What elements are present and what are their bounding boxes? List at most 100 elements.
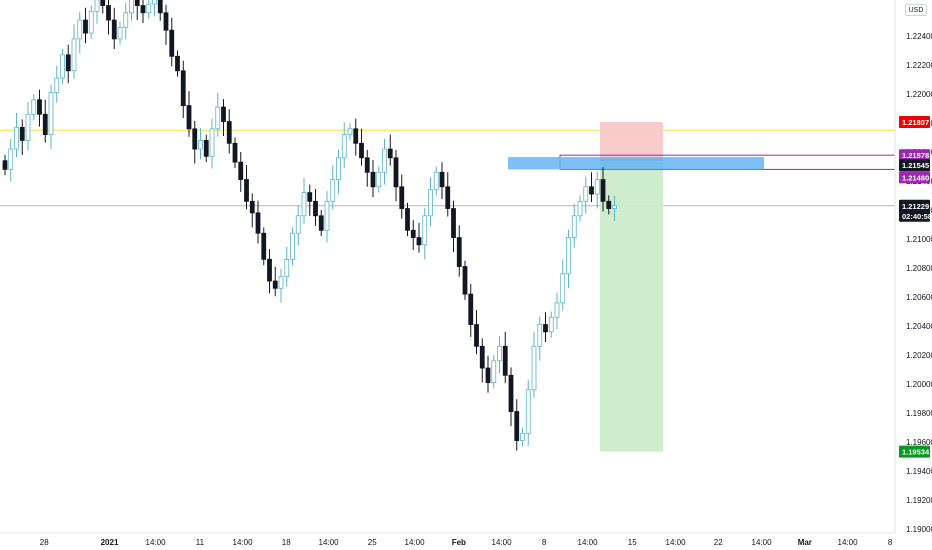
stop-loss-area bbox=[600, 121, 663, 160]
price-axis[interactable]: 1.224001.222001.220001.218001.216001.214… bbox=[894, 0, 932, 534]
candle-body bbox=[88, 10, 94, 34]
candle-body bbox=[445, 186, 451, 209]
candle-body bbox=[560, 273, 566, 304]
price-axis-label: 1.22000 bbox=[906, 90, 932, 99]
time-axis-label: 25 bbox=[368, 538, 377, 547]
candle-body bbox=[485, 367, 491, 383]
candle-body bbox=[399, 186, 405, 209]
lower-zone-tag-bg bbox=[899, 171, 930, 184]
candle-body bbox=[278, 276, 284, 289]
candle-body bbox=[456, 237, 462, 267]
candle-body bbox=[25, 113, 31, 141]
time-axis[interactable]: 28 2021 14:00 11 14:00 18 14:00 25 14:00 Feb 14:00… bbox=[0, 532, 895, 547]
candle-body bbox=[267, 258, 272, 282]
candle-body bbox=[566, 237, 571, 275]
candle-body bbox=[508, 374, 514, 412]
upper-zone-tag-bg bbox=[899, 149, 930, 162]
time-axis-label: 8 bbox=[888, 538, 893, 547]
candlesticks bbox=[2, 0, 617, 451]
candle-body bbox=[468, 293, 474, 325]
price-axis-label: 1.19200 bbox=[906, 496, 932, 505]
currency-button[interactable]: USD bbox=[905, 4, 927, 16]
candle-body bbox=[393, 157, 399, 188]
candle-body bbox=[175, 55, 180, 72]
time-axis-label: 14:00 bbox=[838, 538, 859, 547]
candle-body bbox=[301, 192, 307, 217]
candle-body bbox=[543, 324, 548, 333]
price-axis-label: 1.19400 bbox=[906, 467, 932, 476]
countdown-tag: 02:40:58 bbox=[902, 212, 932, 221]
price-axis-label: 1.22200 bbox=[906, 61, 932, 70]
candle-body bbox=[479, 345, 485, 369]
price-axis-label: 1.20800 bbox=[906, 264, 932, 273]
candle-body bbox=[37, 99, 42, 115]
candle-body bbox=[537, 324, 543, 347]
candle-body bbox=[284, 258, 290, 278]
candle-body bbox=[364, 157, 370, 173]
time-axis-label: 14:00 bbox=[405, 538, 426, 547]
price-axis-label: 1.20600 bbox=[906, 293, 932, 302]
candle-body bbox=[410, 229, 416, 238]
time-axis-label: 14:00 bbox=[319, 538, 340, 547]
entry-marker-zone bbox=[508, 157, 764, 170]
candle-body bbox=[186, 105, 192, 130]
price-axis-label: 1.21000 bbox=[906, 235, 932, 244]
entry-tag: 1.21545 bbox=[902, 161, 929, 170]
candle-body bbox=[48, 92, 54, 136]
candle-body bbox=[583, 186, 589, 202]
candle-body bbox=[612, 205, 617, 209]
upper-zone-tag: 1.21578 bbox=[902, 151, 929, 160]
entry-tag-bg bbox=[899, 159, 930, 172]
time-axis-label: 11 bbox=[196, 538, 205, 547]
candle-body bbox=[209, 128, 215, 157]
time-axis-label: 22 bbox=[714, 538, 723, 547]
candle-body bbox=[491, 360, 497, 383]
candle-body bbox=[19, 126, 25, 141]
candle-body bbox=[180, 70, 186, 107]
candle-body bbox=[474, 324, 479, 347]
time-axis-label: 8 bbox=[542, 538, 547, 547]
price-axis-label: 1.19000 bbox=[906, 525, 932, 534]
candle-body bbox=[428, 189, 433, 217]
price-axis-label: 1.20400 bbox=[906, 322, 932, 331]
take-profit-tag: 1.19534 bbox=[902, 448, 930, 457]
time-axis-label: 14:00 bbox=[578, 538, 599, 547]
candle-body bbox=[238, 161, 244, 180]
candle-body bbox=[416, 237, 422, 246]
candle-body bbox=[129, 0, 134, 14]
candle-body bbox=[554, 302, 560, 318]
candle-body bbox=[606, 200, 612, 209]
candle-body bbox=[571, 215, 577, 238]
candle-body bbox=[146, 3, 152, 14]
time-axis-label: 14:00 bbox=[666, 538, 687, 547]
candle-body bbox=[152, 0, 157, 5]
candle-body bbox=[111, 19, 117, 40]
time-axis-label: 14:00 bbox=[752, 538, 773, 547]
candle-body bbox=[318, 215, 324, 231]
candle-body bbox=[295, 215, 301, 234]
stop-loss-tag-bg bbox=[899, 115, 930, 128]
candle-body bbox=[520, 432, 525, 441]
candle-body bbox=[8, 148, 14, 170]
candle-body bbox=[336, 157, 341, 180]
candle-body bbox=[163, 12, 169, 31]
candle-body bbox=[376, 171, 382, 188]
candle-body bbox=[203, 139, 209, 157]
time-axis-label: 28 bbox=[40, 538, 49, 547]
candle-body bbox=[359, 142, 364, 159]
price-axis-label: 1.19600 bbox=[906, 438, 932, 447]
candle-body bbox=[221, 106, 226, 122]
candle-body bbox=[313, 200, 318, 217]
candle-body bbox=[255, 212, 261, 234]
candle-body bbox=[123, 12, 129, 28]
candle-body bbox=[451, 208, 456, 238]
candle-body bbox=[106, 5, 111, 21]
candle-body bbox=[497, 345, 502, 362]
candle-body bbox=[594, 179, 600, 195]
candle-body bbox=[140, 5, 146, 14]
time-axis-label: Mar bbox=[798, 538, 812, 547]
time-axis-label: Feb bbox=[452, 538, 466, 547]
